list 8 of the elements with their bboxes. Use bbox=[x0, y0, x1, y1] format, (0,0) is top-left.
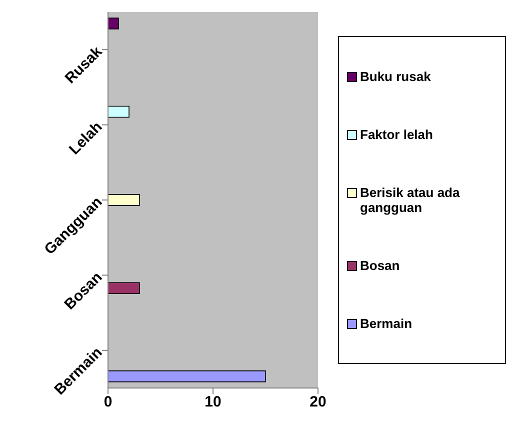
legend-label: Buku rusak bbox=[360, 68, 431, 84]
legend-label: Bosan bbox=[360, 258, 400, 274]
x-tick-label: 20 bbox=[310, 394, 326, 411]
x-tick-label: 10 bbox=[204, 394, 222, 411]
x-tick-label: 0 bbox=[104, 394, 112, 411]
legend-label: Bermain bbox=[360, 316, 412, 332]
legend-label: Berisik atau ada gangguan bbox=[360, 184, 461, 215]
legend-label: Faktor lelah bbox=[360, 126, 433, 142]
